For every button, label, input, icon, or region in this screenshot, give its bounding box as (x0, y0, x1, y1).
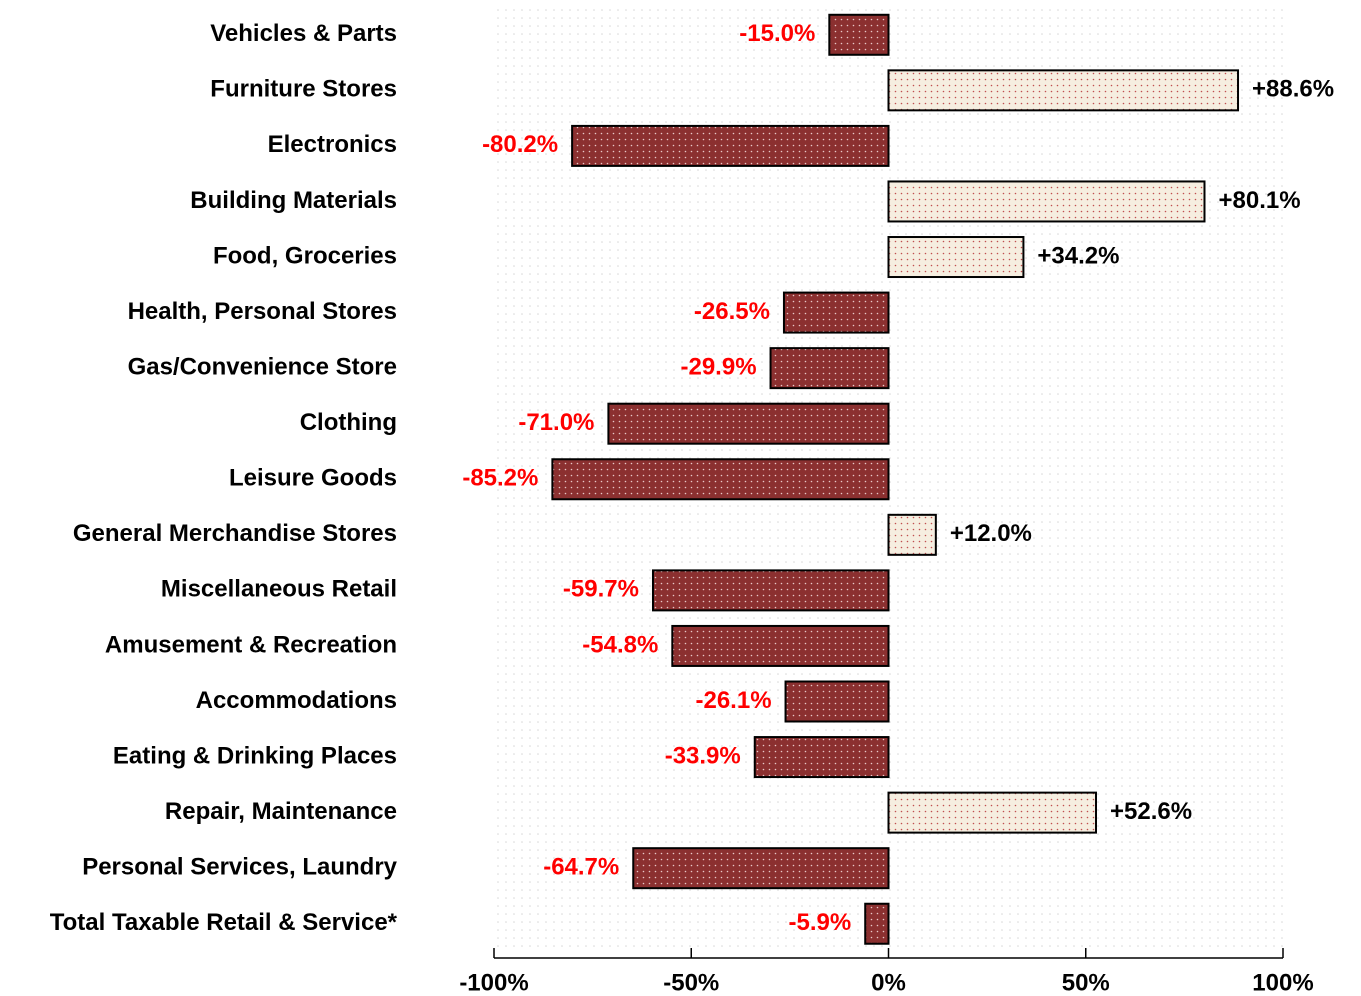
category-label: General Merchandise Stores (73, 520, 397, 547)
bar (828, 13, 890, 56)
bar (571, 124, 890, 167)
bar (651, 569, 890, 612)
category-label: Vehicles & Parts (210, 20, 397, 47)
category-label: Health, Personal Stores (128, 298, 397, 325)
x-tick-label: 0% (871, 969, 906, 996)
value-label: -29.9% (680, 353, 756, 380)
bar (671, 624, 890, 667)
value-label: +12.0% (950, 520, 1032, 547)
category-label: Clothing (300, 409, 397, 436)
value-label: -71.0% (518, 409, 594, 436)
bar (632, 847, 890, 890)
bar (551, 458, 890, 501)
x-tick-label: -100% (459, 969, 528, 996)
bar (887, 513, 937, 556)
value-label: -64.7% (543, 854, 619, 881)
bar (887, 180, 1206, 223)
category-label: Electronics (268, 131, 397, 158)
value-label: -5.9% (789, 909, 852, 936)
value-label: -26.5% (694, 298, 770, 325)
x-tick-label: 100% (1252, 969, 1313, 996)
category-label: Miscellaneous Retail (161, 576, 397, 603)
bar (887, 69, 1240, 112)
value-label: +80.1% (1218, 187, 1300, 214)
x-tick-label: -50% (663, 969, 719, 996)
bar (769, 347, 890, 390)
category-label: Furniture Stores (210, 76, 397, 103)
bar (784, 680, 890, 723)
value-label: +52.6% (1110, 798, 1192, 825)
value-label: -54.8% (582, 631, 658, 658)
category-label: Food, Groceries (213, 242, 397, 269)
value-label: -15.0% (739, 20, 815, 47)
bar (864, 902, 890, 945)
category-label: Repair, Maintenance (165, 798, 397, 825)
value-label: -80.2% (482, 131, 558, 158)
category-label: Leisure Goods (229, 465, 397, 492)
category-label: Amusement & Recreation (105, 631, 397, 658)
value-label: -26.1% (695, 687, 771, 714)
category-label: Gas/Convenience Store (128, 353, 397, 380)
x-tick-label: 50% (1062, 969, 1110, 996)
category-label: Total Taxable Retail & Service* (50, 909, 398, 936)
value-label: -85.2% (462, 465, 538, 492)
category-label: Eating & Drinking Places (113, 742, 397, 769)
value-label: +88.6% (1252, 76, 1334, 103)
category-label: Accommodations (196, 687, 397, 714)
category-label: Personal Services, Laundry (82, 854, 397, 881)
bar (607, 402, 890, 445)
bar (887, 791, 1098, 834)
value-label: -33.9% (665, 742, 741, 769)
category-label: Building Materials (190, 187, 397, 214)
bar (782, 291, 890, 334)
value-label: +34.2% (1037, 242, 1119, 269)
value-label: -59.7% (563, 576, 639, 603)
bar (887, 236, 1025, 279)
bar (753, 736, 890, 779)
